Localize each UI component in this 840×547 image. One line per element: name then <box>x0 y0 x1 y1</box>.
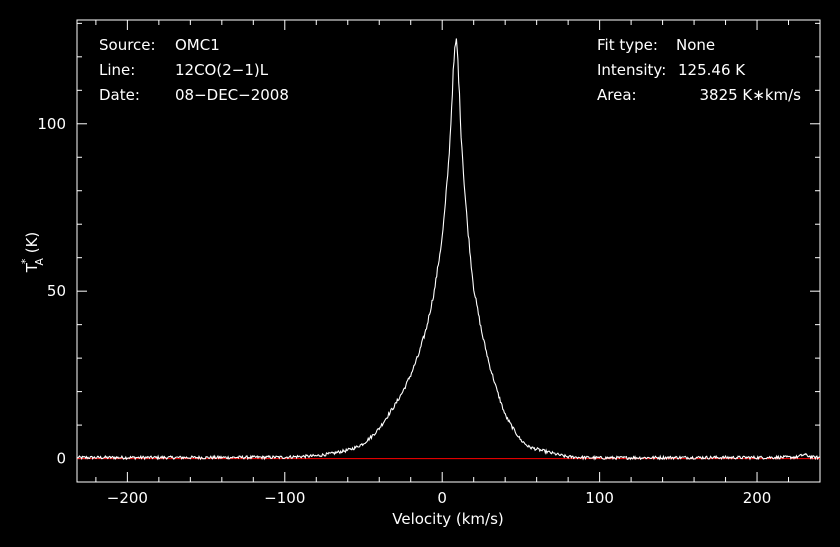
info-right: Fit type: None Intensity: 125.46 K Area:… <box>597 36 801 104</box>
intensity-value: 125.46 K <box>678 61 746 79</box>
y-label-sub: A <box>33 258 46 266</box>
fit-type-value: None <box>676 36 715 54</box>
x-tick-label: −200 <box>107 489 148 507</box>
area-label: Area: <box>597 86 637 104</box>
y-label-unit: (K) <box>23 232 41 258</box>
x-tick-labels: −200 −100 0 100 200 <box>107 489 772 507</box>
y-axis-label: T*A (K) <box>19 232 46 274</box>
fit-type-label: Fit type: <box>597 36 658 54</box>
series-layer <box>76 38 821 461</box>
y-label-sup: * <box>19 258 32 264</box>
plot-frame <box>76 19 821 483</box>
y-label-main: T <box>23 262 41 273</box>
spectrum-series <box>76 38 821 461</box>
area-value: 3825 K∗km/s <box>699 86 801 104</box>
x-tick-label: 0 <box>437 489 447 507</box>
info-left: Source: OMC1 Line: 12CO(2−1)L Date: 08−D… <box>99 36 289 104</box>
source-value: OMC1 <box>175 36 220 54</box>
axis-ticks <box>77 20 821 482</box>
y-tick-label: 0 <box>56 450 66 468</box>
x-tick-label: 100 <box>585 489 614 507</box>
date-value: 08−DEC−2008 <box>175 86 289 104</box>
y-tick-label: 50 <box>47 282 66 300</box>
svg-text:T*A (K): T*A (K) <box>19 232 46 274</box>
line-value: 12CO(2−1)L <box>175 61 269 79</box>
y-tick-labels: 0 50 100 <box>37 115 66 468</box>
date-label: Date: <box>99 86 140 104</box>
y-tick-label: 100 <box>37 115 66 133</box>
source-label: Source: <box>99 36 156 54</box>
x-axis-label: Velocity (km/s) <box>392 510 503 528</box>
intensity-label: Intensity: <box>597 61 666 79</box>
x-tick-label: 200 <box>743 489 772 507</box>
x-tick-label: −100 <box>264 489 305 507</box>
line-label: Line: <box>99 61 135 79</box>
